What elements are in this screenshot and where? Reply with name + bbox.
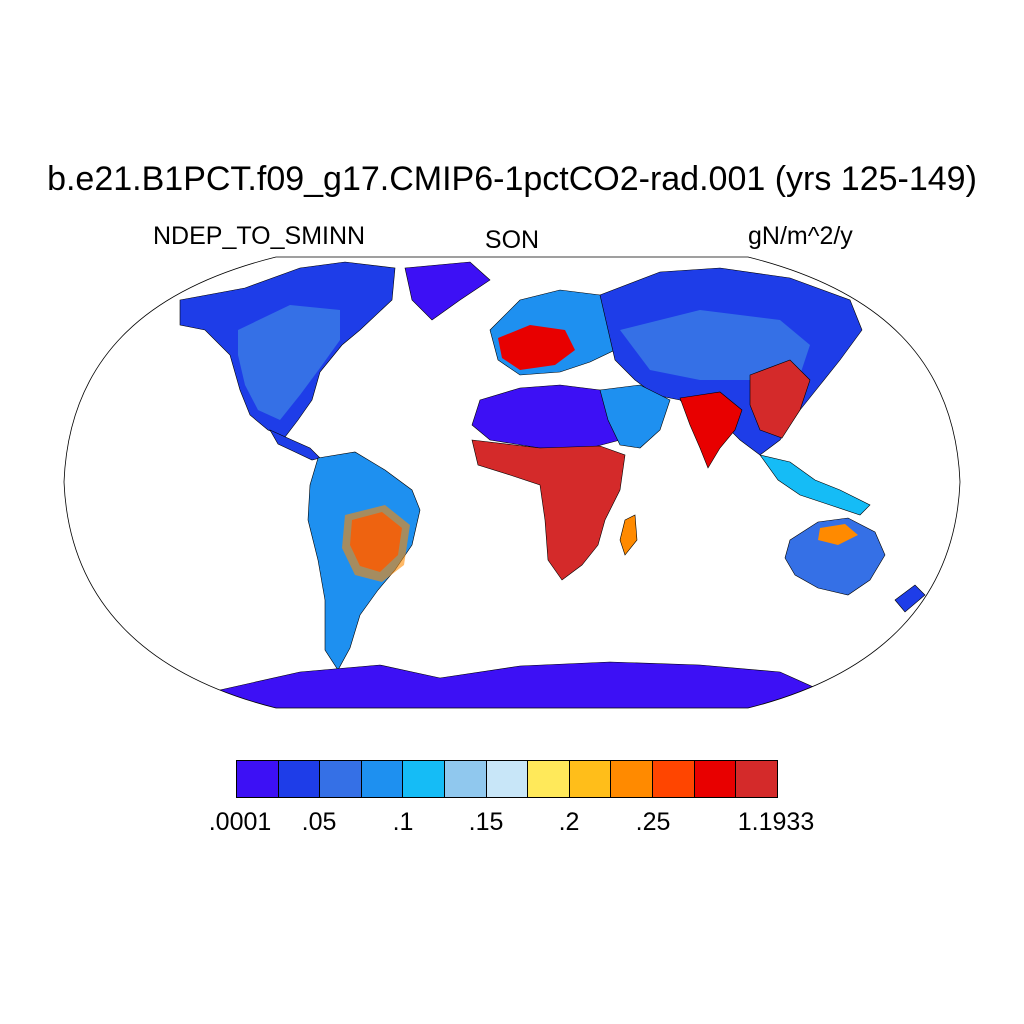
region-greenland bbox=[404, 261, 491, 321]
colorbar-box bbox=[694, 761, 737, 797]
region-middle-east bbox=[599, 384, 671, 449]
colorbar-tick-label: 1.1933 bbox=[737, 808, 815, 836]
plot-title: b.e21.B1PCT.f09_g17.CMIP6-1pctCO2-rad.00… bbox=[47, 160, 977, 198]
colorbar-tick-label: .05 bbox=[301, 808, 337, 836]
variable-label: NDEP_TO_SMINN bbox=[153, 222, 366, 250]
colorbar-box bbox=[486, 761, 529, 797]
season-label: SON bbox=[484, 226, 540, 254]
region-india bbox=[679, 391, 743, 469]
region-madagascar bbox=[619, 514, 638, 556]
region-new-zealand bbox=[894, 584, 926, 613]
colorbar-tick-label: .2 bbox=[558, 808, 580, 836]
colorbar bbox=[236, 760, 778, 798]
region-western-europe bbox=[498, 325, 575, 370]
colorbar-tick-label: .1 bbox=[392, 808, 414, 836]
colorbar-box bbox=[361, 761, 404, 797]
colorbar-box bbox=[736, 761, 777, 797]
region-asia-inner bbox=[620, 310, 810, 380]
colorbar-box bbox=[528, 761, 570, 797]
units-label: gN/m^2/y bbox=[748, 222, 853, 250]
region-southeast-asia bbox=[759, 454, 871, 516]
region-east-china bbox=[749, 359, 811, 439]
colorbar-box bbox=[569, 761, 612, 797]
region-antarctica bbox=[219, 661, 821, 708]
colorbar-box bbox=[653, 761, 695, 797]
map-outline bbox=[63, 256, 961, 709]
colorbar-box bbox=[320, 761, 362, 797]
region-north-america-inner bbox=[238, 305, 340, 420]
colorbar-tick-label: .0001 bbox=[208, 808, 272, 836]
region-south-america-ring bbox=[342, 505, 410, 582]
region-africa bbox=[471, 439, 626, 581]
colorbar-box bbox=[278, 761, 321, 797]
region-australia-north bbox=[818, 524, 858, 545]
colorbar-box bbox=[237, 761, 279, 797]
region-central-america bbox=[269, 429, 321, 461]
colorbar-box bbox=[403, 761, 446, 797]
colorbar-tick-label: .25 bbox=[635, 808, 671, 836]
colorbar-box bbox=[445, 761, 487, 797]
colorbar-tick-label: .15 bbox=[468, 808, 504, 836]
colorbar-box bbox=[611, 761, 654, 797]
region-australia bbox=[784, 517, 886, 596]
